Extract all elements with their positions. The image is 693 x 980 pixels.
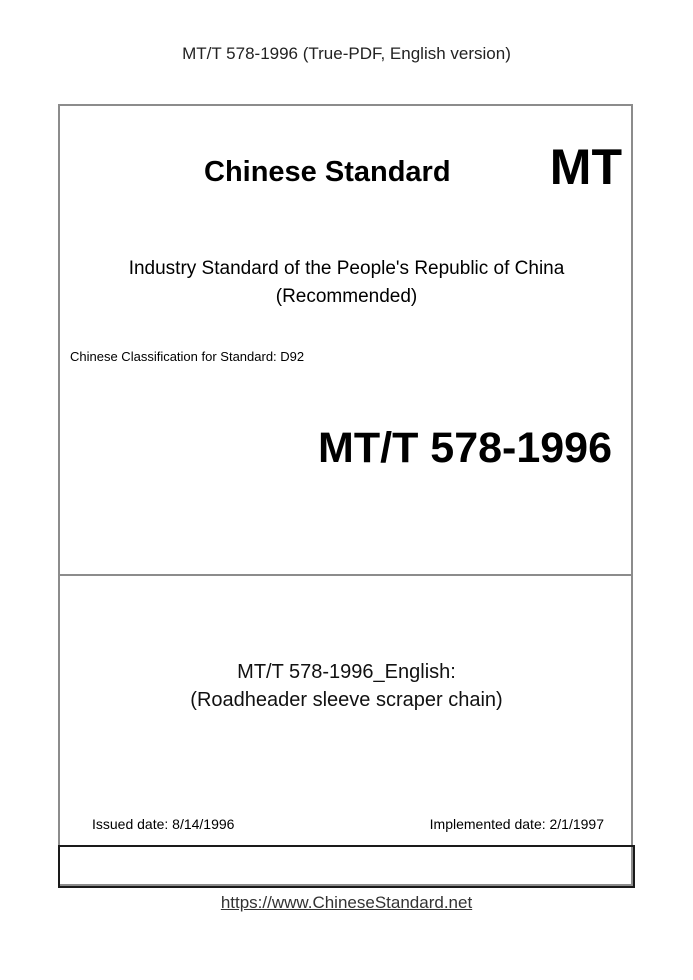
cover-subtitle-line1: Industry Standard of the People's Republ… — [128, 258, 565, 279]
website-link[interactable]: https://www.ChineseStandard.net — [220, 893, 473, 912]
issued-date: Issued date: 8/14/1996 — [92, 816, 235, 832]
footer-box — [58, 845, 635, 888]
cover-subtitle-line2: (Recommended) — [275, 286, 418, 307]
cover-frame — [58, 104, 633, 886]
implemented-date: Implemented date: 2/1/1997 — [429, 816, 604, 832]
standard-number: MT/T 578-1996 — [318, 424, 612, 472]
english-title-line2: (Roadheader sleeve scraper chain) — [190, 689, 503, 711]
english-title-line1: MT/T 578-1996_English: — [237, 661, 456, 683]
section-divider — [59, 574, 633, 576]
cover-heading: Chinese Standard — [204, 156, 451, 188]
standard-code-mark: MT — [549, 139, 622, 195]
classification: Chinese Classification for Standard: D92 — [70, 349, 305, 364]
document-header: MT/T 578-1996 (True-PDF, English version… — [182, 44, 511, 63]
